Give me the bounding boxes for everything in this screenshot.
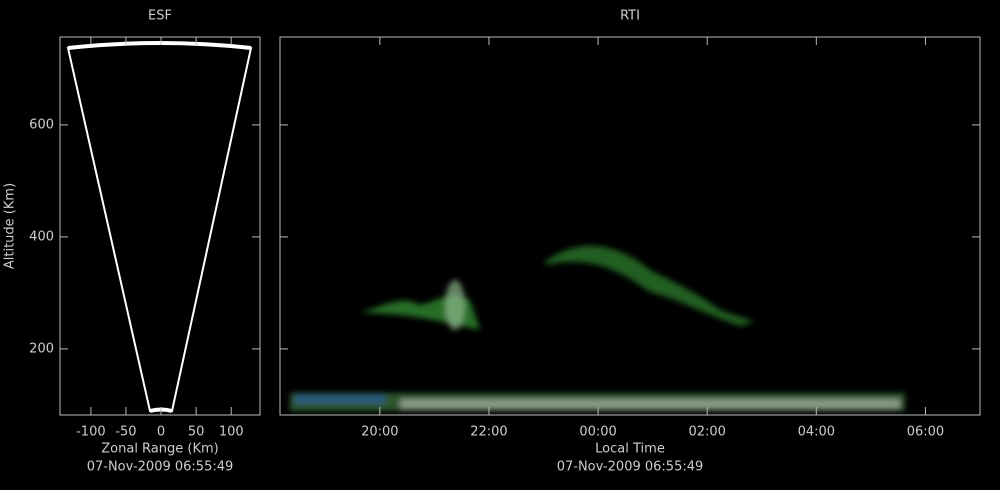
x-tick-label: 22:00 (470, 425, 507, 440)
x-tick-label: 50 (188, 425, 205, 440)
timestamp: 07-Nov-2009 06:55:49 (557, 460, 704, 475)
x-axis-label: Zonal Range (Km) (101, 442, 218, 457)
x-tick-label: 06:00 (907, 425, 944, 440)
x-tick-label: 04:00 (798, 425, 835, 440)
y-tick-label: 200 (29, 341, 54, 356)
x-tick-label: -50 (115, 425, 136, 440)
y-tick-label: 600 (29, 117, 54, 132)
x-tick-label: 0 (157, 425, 165, 440)
x-tick-label: 02:00 (688, 425, 725, 440)
plot-frame (59, 36, 261, 416)
echo-layer (290, 245, 905, 411)
plot-frame (279, 36, 981, 416)
timestamp: 07-Nov-2009 06:55:49 (87, 460, 234, 475)
panel-title: ESF (148, 9, 172, 24)
x-tick-label: 20:00 (361, 425, 398, 440)
x-tick-label: -100 (76, 425, 106, 440)
x-tick-label: 100 (219, 425, 244, 440)
echo (295, 394, 385, 404)
echo (545, 245, 755, 326)
y-axis-label: Altitude (Km) (3, 183, 18, 269)
panel-title: RTI (620, 9, 640, 24)
y-tick-label: 400 (29, 229, 54, 244)
beam-arc (67, 41, 252, 50)
echo (445, 280, 465, 330)
x-tick-label: 00:00 (579, 425, 616, 440)
x-axis-label: Local Time (595, 442, 665, 457)
echo (400, 399, 900, 409)
